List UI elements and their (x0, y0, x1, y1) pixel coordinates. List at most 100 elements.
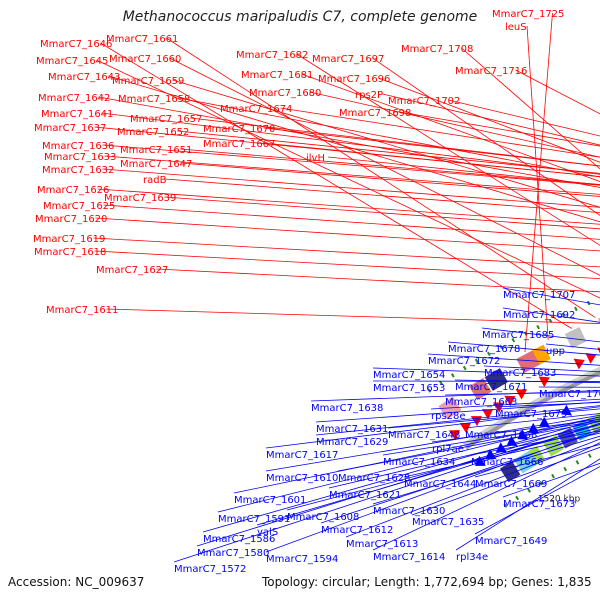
forward-gene-label: MmarC7_1618 (34, 247, 106, 258)
forward-gene-label: MmarC7_1620 (35, 214, 107, 225)
forward-leader-line (327, 156, 600, 186)
forward-feature-block (564, 327, 587, 349)
reverse-gene-label: MmarC7_1707 (503, 290, 575, 301)
forward-gene-label: MmarC7_1716 (455, 66, 527, 77)
forward-gene-label: MmarC7_1651 (120, 145, 192, 156)
reverse-gene-label: MmarC7_1685 (482, 330, 554, 341)
reverse-leader-line (320, 430, 600, 524)
forward-gene-label: MmarC7_1708 (401, 44, 473, 55)
forward-gene-label: MmarC7_1697 (312, 54, 384, 65)
forward-gene-label: MmarC7_1660 (109, 54, 181, 65)
forward-leader-line (372, 57, 600, 216)
forward-gene-label: MmarC7_1681 (241, 70, 313, 81)
forward-gene-label: MmarC7_1625 (43, 201, 115, 212)
reverse-leader-line (196, 420, 600, 547)
forward-leader-line (95, 217, 600, 252)
forward-gene-label: MmarC7_1646 (40, 39, 112, 50)
forward-leader-line (98, 96, 600, 188)
forward-leader-line (164, 196, 600, 230)
reverse-gene-label: MmarC7_1653 (373, 383, 445, 394)
forward-leader-line (102, 168, 600, 208)
reverse-gene-label: MmarC7_1617 (266, 450, 338, 461)
reverse-leader-line (372, 380, 600, 382)
forward-gene-label: MmarC7_1611 (46, 305, 118, 316)
reverse-gene-label: MmarC7_1701 (539, 389, 600, 400)
forward-leader-line (280, 107, 600, 158)
reverse-gene-label: MmarC7_1572 (174, 564, 246, 575)
forward-leader-line (263, 142, 600, 178)
forward-gene-label: MmarC7_1667 (203, 139, 275, 150)
reverse-gene-label: MmarC7_1591 (218, 514, 290, 525)
forward-leader-line (93, 237, 600, 268)
reverse-gene-label: MmarC7_1628 (338, 473, 410, 484)
forward-leader-line (172, 79, 600, 208)
forward-gene-label: MmarC7_1725 (492, 9, 564, 20)
forward-leader-line (169, 57, 600, 276)
reverse-gene-label: MmarC7_1671 (455, 382, 527, 393)
reverse-leader-line (427, 353, 600, 366)
forward-gene-label: leuS (505, 22, 527, 33)
forward-gene-label: MmarC7_1661 (106, 34, 178, 45)
reverse-leader-line (474, 466, 600, 535)
reverse-leader-line (411, 446, 600, 516)
reverse-gene-label: rpl7ae (432, 444, 464, 455)
reverse-leader-line (470, 430, 600, 456)
forward-feature-block (484, 368, 508, 391)
reverse-gene-label: MmarC7_1612 (321, 525, 393, 536)
forward-leader-line (106, 308, 600, 324)
forward-leader-line (309, 91, 600, 158)
reverse-leader-line (444, 391, 600, 396)
reverse-leader-line (372, 442, 600, 551)
reverse-gene-label: valS (257, 527, 278, 538)
forward-gene-label: MmarC7_1637 (34, 123, 106, 134)
forward-gene-label: MmarC7_1641 (41, 109, 113, 120)
reverse-gene-label: MmarC7_1586 (203, 534, 275, 545)
summary-text: Topology: circular; Length: 1,772,694 bp… (262, 575, 592, 589)
forward-gene-label: MmarC7_1659 (112, 76, 184, 87)
reverse-gene-label: MmarC7_1638 (311, 403, 383, 414)
reverse-gene-label: MmarC7_1631 (316, 424, 388, 435)
reverse-leader-line (464, 413, 600, 429)
forward-gene-label: MmarC7_1657 (130, 114, 202, 125)
reverse-gene-label: rpl34e (456, 552, 488, 563)
forward-leader-line (263, 127, 600, 167)
reverse-gene-label: MmarC7_1666 (471, 457, 543, 468)
reverse-gene-label: MmarC7_1594 (266, 554, 338, 565)
reverse-gene-label: MmarC7_1614 (373, 552, 445, 563)
reverse-leader-line (310, 390, 600, 402)
reverse-gene-label: MmarC7_1629 (316, 437, 388, 448)
forward-leader-line (296, 53, 600, 246)
forward-gene-label: MmarC7_1632 (42, 165, 114, 176)
reverse-gene-label: MmarC7_1613 (346, 539, 418, 550)
forward-leader-line (301, 73, 600, 182)
forward-leader-line (526, 25, 549, 341)
forward-gene-label: MmarC7_1645 (36, 56, 108, 67)
reverse-leader-line (173, 422, 600, 563)
reverse-gene-label: MmarC7_1601 (234, 495, 306, 506)
reverse-leader-line (286, 427, 600, 511)
forward-leader-line (178, 97, 600, 178)
reverse-gene-label: MmarC7_1692 (503, 310, 575, 321)
reverse-gene-label: MmarC7_1630 (373, 506, 445, 517)
reverse-leader-line (502, 462, 600, 498)
reverse-leader-line (430, 398, 600, 410)
forward-leader-line (378, 77, 600, 163)
reverse-gene-label: rps28e (431, 411, 466, 422)
reverse-leader-line (372, 367, 600, 377)
reverse-leader-line (265, 428, 600, 553)
reverse-gene-label: MmarC7_1663 (445, 397, 517, 408)
reverse-leader-line (455, 458, 600, 551)
reverse-gene-label: MmarC7_1649 (475, 536, 547, 547)
reverse-leader-line (337, 421, 600, 472)
reverse-leader-line (372, 435, 600, 505)
forward-gene-label: MmarC7_1652 (117, 127, 189, 138)
forward-leader-line (180, 148, 600, 185)
reverse-leader-line (382, 420, 600, 456)
forward-leader-line (102, 144, 600, 186)
forward-gene-label: MmarC7_1626 (37, 185, 109, 196)
map-title: Methanococcus maripaludis C7, complete g… (122, 9, 478, 25)
forward-gene-label: ilvH (306, 153, 325, 164)
scale-label: 1520 kbp (538, 495, 581, 505)
forward-leader-line (164, 178, 600, 214)
